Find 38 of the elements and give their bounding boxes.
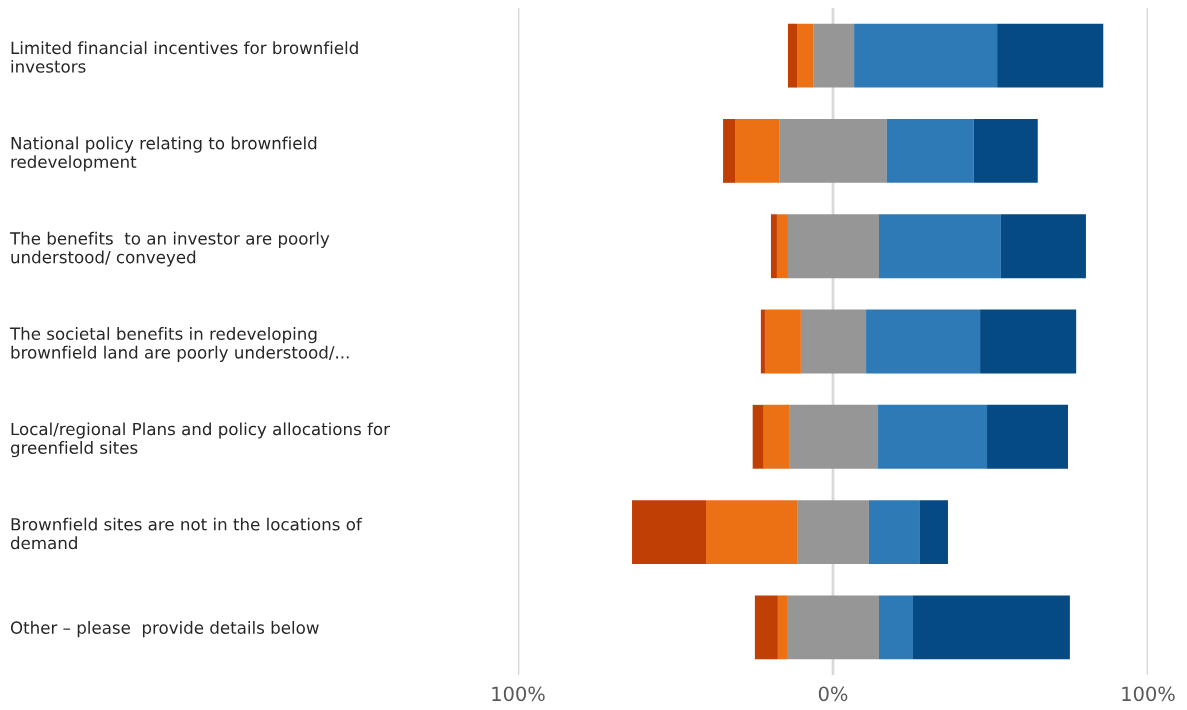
bar (777, 595, 788, 660)
bar (1000, 214, 1086, 279)
bar (632, 500, 707, 564)
y-tick-label: National policy relating to brownfield redevelopment (11, 136, 317, 172)
bar (706, 500, 798, 564)
bar (797, 23, 814, 88)
bar (987, 404, 1068, 469)
bar (878, 595, 914, 660)
y-tick-label: Limited financial incentives for brownfield investors (11, 41, 358, 73)
bar (854, 23, 998, 88)
y-tick-label: The societal benefits in redeveloping brownfield land are poorly understood/... (9, 327, 349, 362)
y-tick-label: Other – please provide details below (10, 621, 319, 638)
bar (997, 23, 1104, 88)
bar (776, 214, 788, 279)
bar (980, 309, 1077, 374)
x-tick-label: 100% (492, 686, 545, 702)
bar (764, 309, 801, 374)
bar (735, 119, 780, 183)
y-tick-label: Brownfield sites are not in the locations of demand (10, 517, 363, 550)
bar (770, 214, 777, 279)
x-tick-label: 100% (1122, 686, 1175, 702)
bar (913, 595, 1070, 660)
x-tick-label: 0% (818, 686, 848, 702)
bar (878, 214, 1001, 279)
bar (878, 404, 988, 469)
bar (787, 23, 798, 88)
y-tick-label: The benefits to an investor are poorly understood/ conveyed (9, 231, 330, 267)
bar (866, 309, 981, 374)
bar (754, 595, 778, 660)
bar (723, 119, 736, 183)
bar (752, 404, 764, 469)
bar (886, 119, 974, 183)
bar (919, 500, 948, 564)
bar (868, 500, 920, 564)
bar (763, 404, 790, 469)
bar (760, 309, 765, 374)
y-tick-label: Local/regional Plans and policy allocations for greenfield sites (10, 422, 390, 458)
bar (973, 119, 1038, 183)
